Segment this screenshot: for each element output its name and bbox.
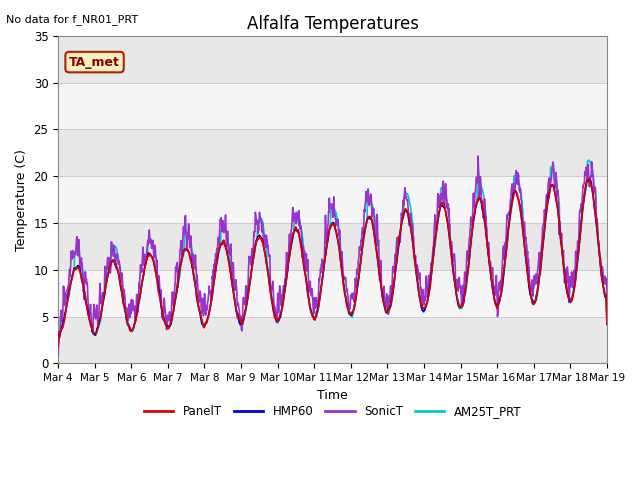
Bar xyxy=(58,83,607,130)
Bar xyxy=(58,130,607,176)
Bar xyxy=(58,270,607,317)
Text: TA_met: TA_met xyxy=(69,56,120,69)
Y-axis label: Temperature (C): Temperature (C) xyxy=(15,149,28,251)
Bar xyxy=(58,176,607,223)
Bar xyxy=(58,317,607,363)
Bar xyxy=(58,223,607,270)
Text: No data for f_NR01_PRT: No data for f_NR01_PRT xyxy=(6,14,138,25)
X-axis label: Time: Time xyxy=(317,389,348,402)
Legend: PanelT, HMP60, SonicT, AM25T_PRT: PanelT, HMP60, SonicT, AM25T_PRT xyxy=(139,400,526,423)
Bar xyxy=(58,36,607,83)
Title: Alfalfa Temperatures: Alfalfa Temperatures xyxy=(246,15,419,33)
